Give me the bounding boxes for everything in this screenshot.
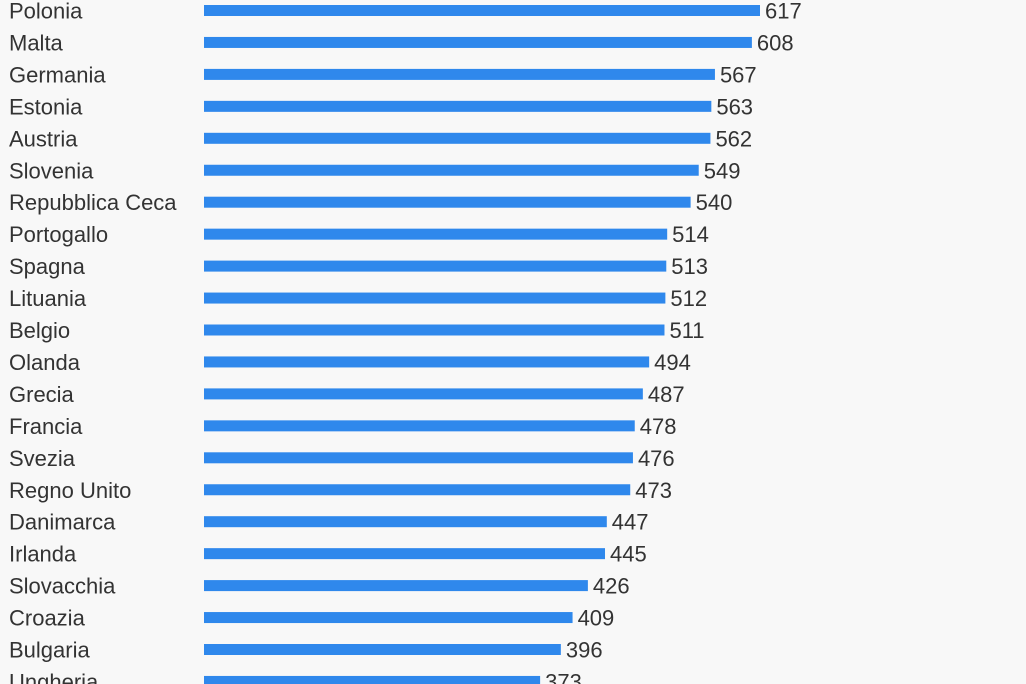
category-label: Repubblica Ceca [9, 190, 177, 215]
value-label: 512 [670, 286, 707, 311]
category-label: Francia [9, 414, 83, 439]
bar [204, 580, 588, 592]
value-label: 563 [716, 94, 753, 119]
value-label: 373 [545, 669, 582, 684]
bar [204, 132, 711, 144]
bar [204, 356, 650, 368]
value-label: 478 [640, 414, 677, 439]
category-label: Austria [9, 126, 78, 151]
category-label: Belgio [9, 318, 70, 343]
value-label: 473 [635, 478, 672, 503]
value-label: 445 [610, 542, 647, 567]
bar [204, 36, 752, 48]
category-label: Svezia [9, 446, 76, 471]
bar [204, 452, 633, 464]
category-label: Bulgaria [9, 638, 90, 663]
category-label: Portogallo [9, 222, 108, 247]
value-label: 426 [593, 574, 630, 599]
value-label: 396 [566, 638, 603, 663]
value-label: 513 [671, 254, 708, 279]
value-label: 409 [578, 606, 615, 631]
category-label: Croazia [9, 606, 86, 631]
bar [204, 68, 715, 80]
bar [204, 675, 541, 684]
value-label: 514 [672, 222, 709, 247]
category-label: Regno Unito [9, 478, 131, 503]
category-label: Germania [9, 62, 106, 87]
bar [204, 100, 712, 112]
value-label: 476 [638, 446, 675, 471]
value-label: 540 [696, 190, 733, 215]
bars-group: Polonia 617 Malta 608 Germania 567 Estonia 563 A… [9, 0, 802, 684]
value-label: 617 [765, 0, 802, 24]
value-label: 447 [612, 510, 649, 535]
category-label: Olanda [9, 350, 81, 375]
category-label: Polonia [9, 0, 83, 24]
bar [204, 292, 666, 304]
category-label: Slovacchia [9, 574, 116, 599]
category-label: Malta [9, 30, 64, 55]
value-label: 567 [720, 62, 757, 87]
category-label: Lituania [9, 286, 87, 311]
bar [204, 228, 668, 240]
category-label: Irlanda [9, 542, 77, 567]
value-label: 511 [669, 318, 704, 343]
bar [204, 164, 699, 176]
bar [204, 420, 635, 432]
bar [204, 644, 561, 655]
category-label: Danimarca [9, 510, 116, 535]
category-label: Estonia [9, 94, 83, 119]
category-label: Slovenia [9, 158, 94, 183]
value-label: 549 [704, 158, 741, 183]
bar [204, 548, 606, 560]
bar [204, 612, 573, 624]
value-label: 608 [757, 30, 794, 55]
category-label: Ungheria [9, 669, 99, 684]
value-label: 487 [648, 382, 685, 407]
bar [204, 260, 667, 272]
value-label: 562 [715, 126, 752, 151]
bar [204, 5, 760, 16]
bar [204, 324, 665, 336]
category-label: Spagna [9, 254, 86, 279]
bar [204, 516, 607, 528]
bar [204, 388, 643, 400]
bar [204, 484, 631, 496]
category-label: Grecia [9, 382, 75, 407]
bar [204, 196, 691, 208]
value-label: 494 [654, 350, 691, 375]
